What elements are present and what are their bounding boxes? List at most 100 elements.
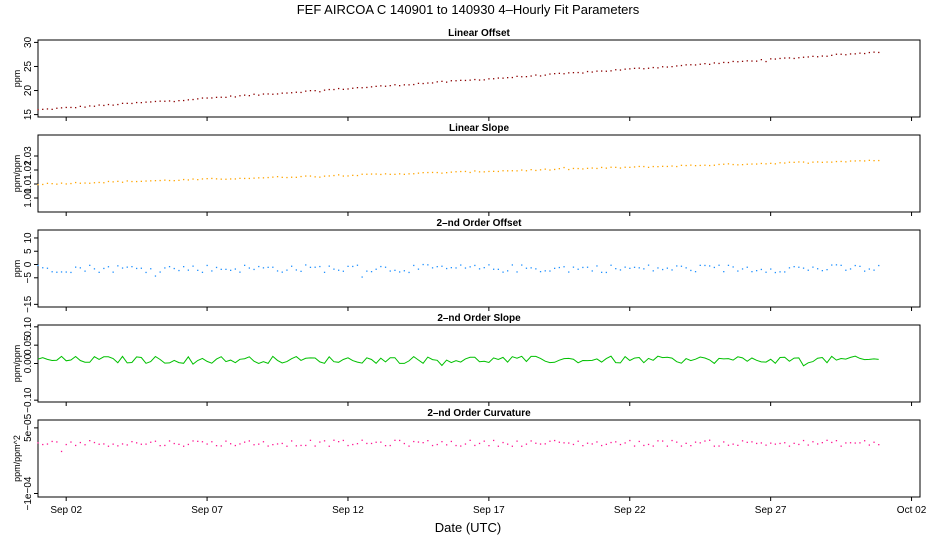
data-point (328, 88, 330, 91)
y-tick-label: 1.00 (23, 188, 34, 208)
data-point (46, 182, 49, 184)
data-point (718, 264, 720, 266)
data-point (394, 173, 396, 175)
data-point (840, 160, 842, 163)
data-point (835, 53, 838, 55)
data-point (629, 267, 631, 269)
y-tick-label: 0.00 (23, 353, 34, 373)
data-point (680, 265, 683, 267)
data-point (436, 171, 438, 174)
data-point (460, 264, 462, 266)
data-point (441, 265, 443, 267)
data-point (488, 264, 490, 266)
data-point (215, 266, 218, 269)
series-line (37, 355, 879, 367)
data-point (812, 55, 814, 57)
series-5 (37, 439, 880, 453)
y-tick-label: 0.05 (23, 335, 34, 355)
data-point (107, 180, 110, 183)
data-point (37, 109, 39, 111)
data-point (65, 106, 67, 109)
data-point (624, 68, 626, 70)
data-point (709, 265, 711, 267)
data-point (323, 175, 326, 177)
data-point (56, 271, 58, 273)
data-point (779, 442, 781, 445)
data-point (497, 268, 499, 270)
data-point (333, 268, 335, 270)
data-point (821, 161, 823, 163)
data-point (262, 177, 265, 179)
data-point (859, 442, 861, 444)
data-point (394, 439, 396, 441)
data-point (112, 443, 114, 445)
data-point (713, 445, 715, 447)
data-point (690, 64, 692, 66)
data-point (821, 55, 823, 57)
data-point (276, 93, 279, 95)
data-point (272, 266, 274, 268)
data-point (469, 171, 471, 174)
data-point (864, 160, 866, 162)
data-point (342, 439, 344, 442)
data-point (582, 445, 584, 447)
data-point (347, 265, 349, 267)
data-point (121, 443, 124, 445)
data-point (784, 271, 786, 273)
data-point (140, 267, 142, 269)
data-point (248, 440, 250, 442)
data-point (239, 271, 241, 273)
data-point (408, 445, 410, 447)
data-point (192, 178, 194, 180)
data-point (464, 443, 467, 445)
data-point (197, 179, 199, 181)
data-point (511, 170, 513, 172)
data-point (93, 441, 96, 444)
data-point (117, 265, 119, 267)
data-point (89, 264, 91, 266)
data-point (121, 181, 124, 183)
data-point (502, 441, 504, 444)
data-point (154, 180, 157, 182)
data-point (544, 168, 546, 170)
data-point (352, 87, 354, 89)
data-point (366, 270, 368, 272)
data-point (46, 108, 49, 110)
y-tick-label: 15 (23, 109, 34, 121)
data-point (685, 164, 687, 167)
data-point (126, 102, 128, 104)
data-point (788, 267, 791, 269)
data-point (84, 444, 86, 446)
data-point (563, 266, 565, 268)
panel-3: 2–nd Order Offset ppm −15 −5 0 5 10 (12, 218, 921, 313)
data-point (84, 106, 86, 108)
data-point (878, 159, 880, 162)
data-point (361, 276, 363, 278)
data-point (756, 442, 758, 445)
data-point (582, 72, 584, 74)
data-point (60, 271, 63, 273)
data-point (605, 70, 607, 72)
data-point (516, 440, 518, 442)
data-point (525, 76, 528, 78)
data-point (807, 269, 809, 271)
data-point (558, 441, 560, 443)
data-point (704, 164, 706, 166)
data-point (295, 445, 297, 447)
data-point (737, 444, 739, 446)
data-point (539, 271, 542, 273)
data-point (582, 168, 584, 170)
data-point (366, 86, 368, 89)
x-axis-label: Date (UTC) (435, 520, 501, 535)
data-point (183, 445, 185, 447)
data-point (394, 84, 396, 86)
data-point (408, 271, 410, 274)
data-point (507, 270, 509, 272)
data-point (286, 92, 288, 94)
data-point (568, 442, 570, 444)
data-point (483, 267, 485, 269)
data-point (319, 441, 321, 443)
data-point (798, 57, 800, 59)
panel-title: 2–nd Order Curvature (427, 408, 531, 419)
